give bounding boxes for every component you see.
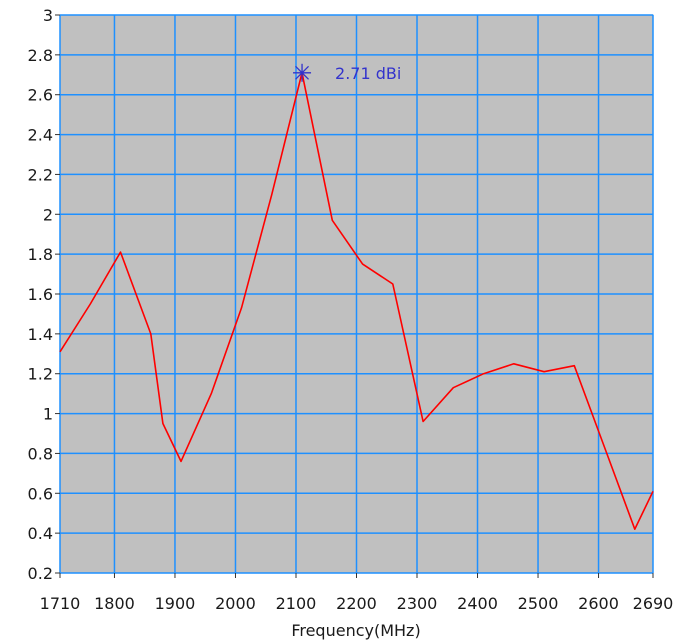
x-tick-label: 2300 [397,594,438,613]
x-tick-label: 1900 [155,594,196,613]
y-tick-label: 0.2 [28,564,53,583]
y-tick-label: 1.2 [28,365,53,384]
y-tick-label: 2 [43,205,53,224]
y-tick-label: 1.4 [28,325,53,344]
x-tick-label: 2690 [633,594,674,613]
series-layer [59,72,654,531]
y-tick-label: 1.6 [28,285,53,304]
y-tick-label: 0.4 [28,524,53,543]
y-tick-label: 2.2 [28,165,53,184]
x-tick-label: 2400 [457,594,498,613]
series-line [59,72,654,531]
x-tick-label: 2600 [578,594,619,613]
x-tick-label: 2500 [518,594,559,613]
x-axis: 1710 1800 1900 2000 2100 2200 2300 2400 2500 2600… [40,573,674,613]
annotation-layer: 2.71 dBi [293,64,401,83]
grid-lines [59,14,654,574]
x-axis-title: Frequency(MHz) [291,621,420,640]
y-tick-label: 0.6 [28,484,53,503]
y-tick-label: 2.4 [28,126,53,145]
peak-marker [293,63,312,82]
y-tick-label: 1 [43,405,53,424]
x-tick-label: 2100 [276,594,317,613]
x-tick-label: 1800 [94,594,135,613]
x-tick-label: 2000 [215,594,256,613]
y-tick-label: 3 [43,6,53,25]
y-tick-label: 1.8 [28,245,53,264]
y-axis: 0.2 0.4 0.6 0.8 1 1.2 1.4 1.6 1.8 2 2.2 2.4 2.6 2.8 3 [28,6,60,583]
y-tick-label: 2.6 [28,86,53,105]
y-tick-label: 0.8 [28,444,53,463]
x-tick-label: 2200 [336,594,377,613]
y-tick-label: 2.8 [28,46,53,65]
x-tick-label: 1710 [40,594,81,613]
peak-marker-label: 2.71 dBi [335,64,401,83]
